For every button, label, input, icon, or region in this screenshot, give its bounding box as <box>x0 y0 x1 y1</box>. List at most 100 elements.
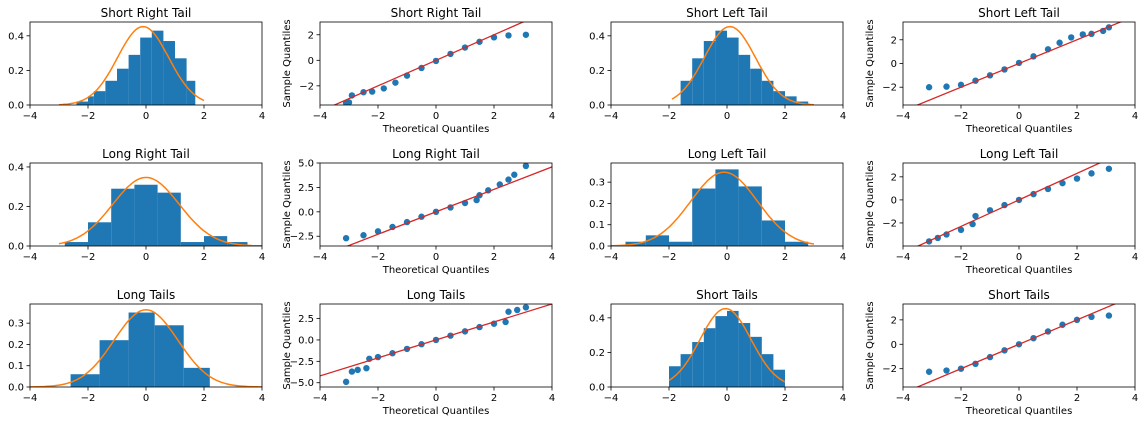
subplot-8: −4 −2 0 2 4 −2 0 2 Long Left Tail Theoretical Qua… <box>865 147 1138 276</box>
x-tick-label: −4 <box>896 393 911 404</box>
qq-point <box>363 364 370 372</box>
histogram-bar <box>692 342 704 387</box>
subplot-10: −4 −2 0 2 4 −5.0 −2.5 0.0 2.5 Long Tails Theoretic… <box>282 288 555 417</box>
y-axis-label: Sample Quantiles <box>865 160 876 248</box>
y-tick-label: 0.3 <box>8 319 24 330</box>
x-tick-label: 2 <box>491 252 497 263</box>
subplot-4: −4 −2 0 2 4 −2 0 2 Short Left Tail Theoretical Qu… <box>865 6 1138 135</box>
histogram-bar <box>703 328 716 387</box>
qq-point <box>522 31 530 38</box>
qq-point <box>392 79 399 86</box>
y-tick-label: 2 <box>308 30 314 41</box>
x-tick-label: −4 <box>896 252 911 263</box>
qq-point <box>360 232 367 239</box>
x-tick-label: −2 <box>662 111 677 122</box>
qq-point <box>1088 170 1095 177</box>
x-tick-label: 0 <box>1016 111 1022 122</box>
subplot-title: Short Left Tail <box>686 6 768 20</box>
y-tick-label: 0.0 <box>8 101 24 112</box>
x-tick-label: −4 <box>896 111 911 122</box>
x-tick-label: 0 <box>433 393 439 404</box>
x-tick-label: 2 <box>201 252 207 263</box>
x-tick-label: 0 <box>1016 252 1022 263</box>
qq-point <box>1105 165 1113 172</box>
histogram-bar <box>128 54 141 105</box>
y-tick-label: 0.1 <box>8 361 24 372</box>
y-tick-label: −2 <box>299 81 314 92</box>
x-tick-label: 4 <box>840 393 846 404</box>
x-tick-label: 4 <box>259 252 265 263</box>
histogram-bar <box>680 354 693 387</box>
y-tick-label: 0.4 <box>589 31 605 42</box>
subplot-title: Long Right Tail <box>392 147 480 161</box>
reference-line <box>915 22 1123 105</box>
subplot-title: Long Tails <box>407 288 465 302</box>
y-tick-label: 0.0 <box>589 242 605 253</box>
x-tick-label: −2 <box>81 252 96 263</box>
qq-point <box>473 196 480 204</box>
y-axis-label: Sample Quantiles <box>865 19 876 107</box>
histogram-bar <box>680 80 693 105</box>
x-tick-label: 2 <box>491 393 497 404</box>
reference-line <box>915 304 1117 387</box>
subplot-title: Short Tails <box>988 288 1050 302</box>
histogram-bar <box>645 235 669 246</box>
histogram-bar <box>204 236 228 246</box>
y-tick-label: 0.0 <box>298 207 314 218</box>
histogram-bar <box>93 91 106 105</box>
qq-point <box>1059 179 1066 187</box>
histogram-bar <box>761 354 774 387</box>
x-tick-label: −4 <box>313 111 328 122</box>
qq-point <box>374 228 382 235</box>
x-tick-label: 4 <box>840 252 846 263</box>
histogram-bar <box>128 312 155 387</box>
density-curve <box>668 307 786 383</box>
histogram-bar <box>738 186 762 246</box>
qq-point <box>511 171 518 178</box>
qq-point <box>342 234 350 242</box>
y-tick-label: 0.3 <box>589 178 605 189</box>
x-tick-label: −2 <box>662 393 677 404</box>
y-tick-label: 0.2 <box>8 66 24 77</box>
qq-point <box>1088 313 1095 321</box>
qq-point <box>345 99 353 105</box>
x-tick-label: 2 <box>782 393 788 404</box>
histogram-bar <box>88 222 112 246</box>
histogram-bar <box>70 374 100 387</box>
qq-point <box>505 176 512 183</box>
y-tick-label: 5.0 <box>298 159 314 170</box>
y-tick-label: 0.4 <box>8 162 24 173</box>
reference-line <box>320 304 552 377</box>
qq-point <box>943 367 950 374</box>
x-tick-label: 0 <box>143 252 149 263</box>
x-tick-label: 0 <box>1016 393 1022 404</box>
histogram-bar <box>154 325 184 387</box>
y-tick-label: 2.5 <box>298 314 314 325</box>
subplot-5: −4 −2 0 2 4 0.0 0.2 0.4 Long Right Tail <box>8 147 265 263</box>
histogram-bar <box>183 367 210 387</box>
y-tick-label: 2 <box>891 35 897 46</box>
histogram-bar <box>175 58 187 105</box>
x-tick-label: 2 <box>1074 393 1080 404</box>
x-tick-label: 4 <box>259 111 265 122</box>
histogram-bar <box>88 96 94 105</box>
x-axis-label: Theoretical Quantiles <box>965 124 1073 135</box>
y-tick-label: 2 <box>891 172 897 183</box>
x-tick-label: −2 <box>662 252 677 263</box>
x-tick-label: 2 <box>201 393 207 404</box>
histogram-bar <box>738 54 751 105</box>
y-axis-label: Sample Quantiles <box>865 301 876 389</box>
histogram-bar <box>76 101 88 105</box>
histogram-bar <box>134 184 158 246</box>
x-tick-label: −4 <box>604 393 619 404</box>
y-tick-label: −2 <box>882 83 897 94</box>
y-tick-label: 0.0 <box>589 383 605 394</box>
x-tick-label: 4 <box>259 393 265 404</box>
x-tick-label: 2 <box>491 111 497 122</box>
y-tick-label: 0.2 <box>589 199 605 210</box>
histogram-bar <box>111 188 135 246</box>
subplot-title: Long Left Tail <box>688 147 767 161</box>
x-tick-label: 2 <box>201 111 207 122</box>
x-tick-label: 4 <box>1132 111 1138 122</box>
x-tick-label: −4 <box>23 111 38 122</box>
